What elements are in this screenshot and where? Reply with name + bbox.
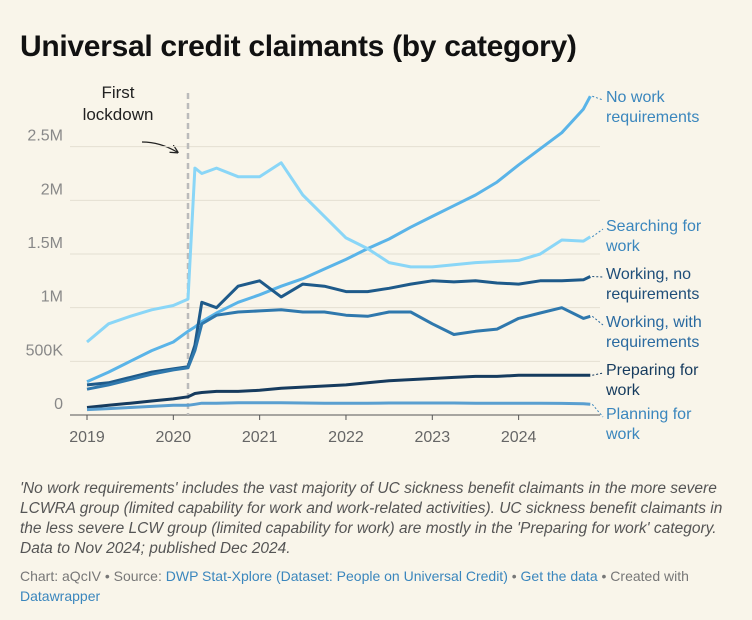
x-tick-label: 2021 [242,429,278,446]
label-connector [591,403,604,418]
series-label: Preparing for work [606,362,699,399]
source-link[interactable]: DWP Stat-Xplore (Dataset: People on Univ… [165,568,508,584]
label-connector [591,315,604,326]
y-tick-label: 2.5M [27,128,63,145]
y-tick-label: 2M [41,181,63,198]
y-tick-label: 500K [26,342,64,359]
datawrapper-link[interactable]: Datawrapper [20,588,101,604]
label-connector [592,95,604,101]
x-tick-label: 2022 [328,429,364,446]
annotation: First lockdown [82,83,154,124]
series-line [86,306,591,391]
source-label: Source: [113,568,162,584]
note: 'No work requirements' includes the vast… [20,480,723,557]
y-tick-label: 0 [54,396,63,413]
x-tick-label: 2024 [501,429,537,446]
chart: 0 500K 1M 1.5M 2M 2.5M 2019 2020 2021 2022 2023 202… [26,93,604,446]
series-label: Searching for work [606,218,702,255]
footer: Chart: aQcIV • Source: DWP Stat-Xplore (… [20,566,732,606]
series-line [86,95,592,384]
annotation-arrow [141,141,177,152]
series-label: Working, no requirements [606,266,700,303]
series-label: Working, with requirements [606,314,702,351]
data-link[interactable]: Get the data [520,568,598,584]
separator: • [104,568,110,584]
series-line [86,275,591,387]
created-label: Created with [610,568,689,584]
series-label: No work requirements [606,89,700,126]
y-tick-label: 1M [41,289,63,306]
series-label: Planning for work [606,406,692,443]
label-connector [592,372,604,376]
separator: • [511,568,517,584]
y-tick-label: 1.5M [27,235,63,252]
chart-title: Universal credit claimants (by category) [20,30,577,63]
x-tick-label: 2019 [69,429,105,446]
x-tick-label: 2020 [156,429,192,446]
footer-chart: Chart: aQcIV [20,568,101,584]
x-tick-label: 2023 [415,429,451,446]
separator: • [601,568,607,584]
series-line [86,373,591,409]
label-connector [591,228,604,238]
series-line [86,401,591,412]
series-line [86,161,592,344]
